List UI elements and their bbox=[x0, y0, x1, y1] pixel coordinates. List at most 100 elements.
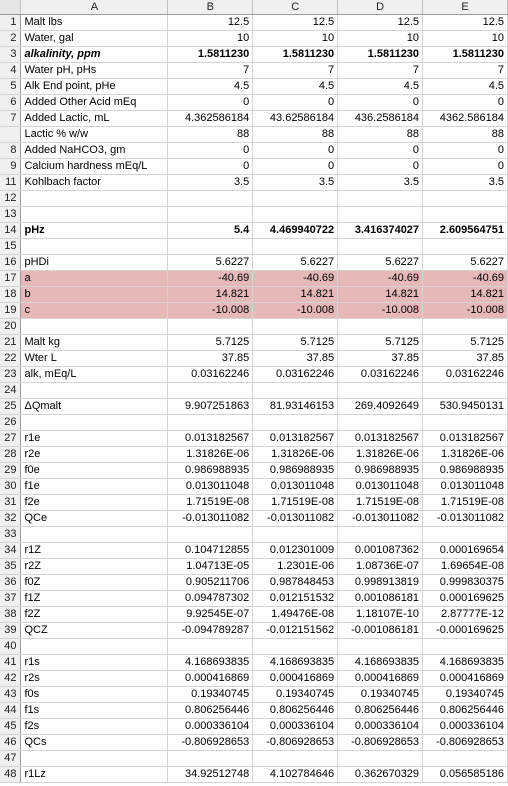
cell-d[interactable] bbox=[337, 190, 424, 207]
cell-b[interactable]: -10.008 bbox=[167, 302, 254, 319]
row-header[interactable]: 40 bbox=[0, 638, 22, 655]
cell-e[interactable]: 2.609564751 bbox=[422, 222, 508, 239]
cell-d[interactable]: 0 bbox=[337, 94, 424, 111]
row-header[interactable]: 25 bbox=[0, 398, 22, 415]
cell-d[interactable]: -0.806928653 bbox=[337, 734, 424, 751]
cell-c[interactable]: 4.469940722 bbox=[252, 222, 339, 239]
cell-a[interactable] bbox=[20, 238, 169, 255]
row-header[interactable]: 44 bbox=[0, 702, 22, 719]
cell-e[interactable] bbox=[422, 382, 508, 399]
row-header[interactable]: 36 bbox=[0, 574, 22, 591]
cell-b[interactable]: -0.094789287 bbox=[167, 622, 254, 639]
cell-e[interactable]: 5.6227 bbox=[422, 254, 508, 271]
cell-b[interactable] bbox=[167, 318, 254, 335]
column-header-a[interactable]: A bbox=[20, 0, 169, 15]
cell-d[interactable]: -0.013011082 bbox=[337, 510, 424, 527]
cell-c[interactable] bbox=[252, 638, 339, 655]
cell-c[interactable]: 0.000336104 bbox=[252, 718, 339, 735]
cell-b[interactable]: 1.04713E-05 bbox=[167, 558, 254, 575]
cell-a[interactable]: alkalinity, ppm bbox=[20, 46, 169, 63]
row-header[interactable]: 33 bbox=[0, 526, 22, 543]
cell-c[interactable]: 10 bbox=[252, 30, 339, 47]
cell-d[interactable]: 37.85 bbox=[337, 350, 424, 367]
cell-b[interactable] bbox=[167, 638, 254, 655]
cell-e[interactable]: -0.806928653 bbox=[422, 734, 508, 751]
row-header[interactable]: 11 bbox=[0, 174, 22, 191]
cell-a[interactable]: f0s bbox=[20, 686, 169, 703]
row-header[interactable]: 3 bbox=[0, 46, 22, 63]
cell-d[interactable]: 7 bbox=[337, 62, 424, 79]
cell-e[interactable] bbox=[422, 206, 508, 223]
cell-a[interactable] bbox=[20, 318, 169, 335]
cell-c[interactable]: 1.2301E-06 bbox=[252, 558, 339, 575]
cell-a[interactable]: pHz bbox=[20, 222, 169, 239]
cell-a[interactable]: f0Z bbox=[20, 574, 169, 591]
row-header[interactable]: 41 bbox=[0, 654, 22, 671]
cell-e[interactable] bbox=[422, 190, 508, 207]
row-header[interactable]: 29 bbox=[0, 462, 22, 479]
cell-d[interactable]: 0.362670329 bbox=[337, 766, 424, 783]
cell-e[interactable]: 37.85 bbox=[422, 350, 508, 367]
cell-a[interactable] bbox=[20, 750, 169, 767]
cell-a[interactable]: alk, mEq/L bbox=[20, 366, 169, 383]
cell-b[interactable] bbox=[167, 206, 254, 223]
cell-d[interactable]: -10.008 bbox=[337, 302, 424, 319]
cell-e[interactable] bbox=[422, 414, 508, 431]
cell-a[interactable]: f1s bbox=[20, 702, 169, 719]
cell-a[interactable]: f2s bbox=[20, 718, 169, 735]
cell-a[interactable]: Lactic % w/w bbox=[20, 126, 169, 143]
cell-c[interactable]: 37.85 bbox=[252, 350, 339, 367]
row-header[interactable]: 2 bbox=[0, 30, 22, 47]
cell-d[interactable] bbox=[337, 638, 424, 655]
cell-e[interactable] bbox=[422, 750, 508, 767]
cell-c[interactable]: 7 bbox=[252, 62, 339, 79]
cell-d[interactable]: 0.986988935 bbox=[337, 462, 424, 479]
cell-a[interactable]: r1e bbox=[20, 430, 169, 447]
cell-c[interactable]: -0.012151562 bbox=[252, 622, 339, 639]
row-header[interactable]: 48 bbox=[0, 766, 22, 783]
cell-c[interactable]: 0.986988935 bbox=[252, 462, 339, 479]
cell-a[interactable]: a bbox=[20, 270, 169, 287]
cell-b[interactable]: 0.19340745 bbox=[167, 686, 254, 703]
cell-c[interactable]: 4.168693835 bbox=[252, 654, 339, 671]
cell-a[interactable] bbox=[20, 382, 169, 399]
cell-d[interactable]: 0.001087362 bbox=[337, 542, 424, 559]
cell-b[interactable]: 0.000416869 bbox=[167, 670, 254, 687]
cell-e[interactable]: 0.000416869 bbox=[422, 670, 508, 687]
cell-b[interactable]: 10 bbox=[167, 30, 254, 47]
cell-c[interactable] bbox=[252, 750, 339, 767]
row-header[interactable]: 9 bbox=[0, 158, 22, 175]
cell-e[interactable]: 0 bbox=[422, 142, 508, 159]
row-header[interactable]: 6 bbox=[0, 94, 22, 111]
cell-a[interactable] bbox=[20, 638, 169, 655]
cell-c[interactable]: 88 bbox=[252, 126, 339, 143]
cell-a[interactable] bbox=[20, 190, 169, 207]
cell-c[interactable]: -0.806928653 bbox=[252, 734, 339, 751]
row-header[interactable]: 30 bbox=[0, 478, 22, 495]
cell-b[interactable]: 9.907251863 bbox=[167, 398, 254, 415]
cell-b[interactable]: 0.013011048 bbox=[167, 478, 254, 495]
cell-e[interactable]: 0 bbox=[422, 158, 508, 175]
row-header[interactable]: 22 bbox=[0, 350, 22, 367]
cell-a[interactable]: Added Lactic, mL bbox=[20, 110, 169, 127]
cell-e[interactable]: 0.03162246 bbox=[422, 366, 508, 383]
cell-b[interactable]: 1.5811230 bbox=[167, 46, 254, 63]
cell-e[interactable]: -10.008 bbox=[422, 302, 508, 319]
cell-c[interactable] bbox=[252, 526, 339, 543]
row-header[interactable]: 24 bbox=[0, 382, 22, 399]
cell-d[interactable]: 269.4092649 bbox=[337, 398, 424, 415]
cell-e[interactable]: 0.013011048 bbox=[422, 478, 508, 495]
cell-a[interactable]: Added NaHCO3, gm bbox=[20, 142, 169, 159]
cell-b[interactable]: 88 bbox=[167, 126, 254, 143]
cell-b[interactable]: 0 bbox=[167, 158, 254, 175]
row-header[interactable]: 34 bbox=[0, 542, 22, 559]
cell-b[interactable]: 7 bbox=[167, 62, 254, 79]
cell-b[interactable]: 3.5 bbox=[167, 174, 254, 191]
cell-a[interactable]: Water, gal bbox=[20, 30, 169, 47]
cell-e[interactable]: 0.056585186 bbox=[422, 766, 508, 783]
cell-c[interactable] bbox=[252, 382, 339, 399]
cell-d[interactable] bbox=[337, 318, 424, 335]
cell-b[interactable]: 4.5 bbox=[167, 78, 254, 95]
cell-b[interactable] bbox=[167, 382, 254, 399]
cell-a[interactable]: f2e bbox=[20, 494, 169, 511]
